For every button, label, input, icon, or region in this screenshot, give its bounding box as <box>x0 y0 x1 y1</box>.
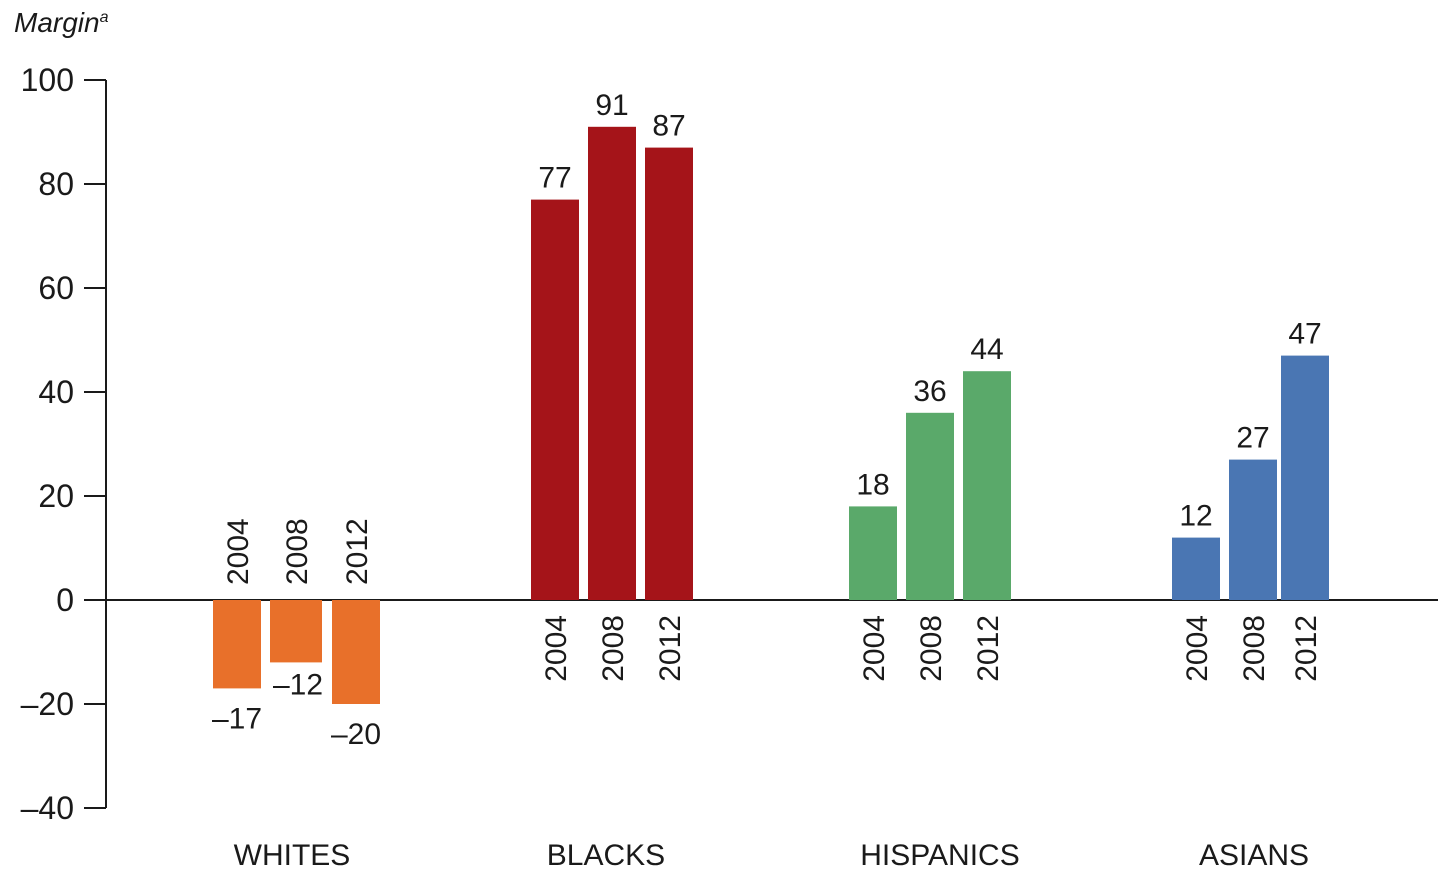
category-label: HISPANICS <box>860 839 1019 870</box>
category-label: ASIANS <box>1199 839 1309 870</box>
year-label: 2012 <box>341 518 374 585</box>
data-label: 18 <box>856 468 889 501</box>
y-tick-label: 20 <box>38 478 74 514</box>
bar-whites-2012 <box>332 600 380 704</box>
year-label: 2012 <box>654 615 687 682</box>
bar-blacks-2004 <box>531 199 579 600</box>
year-label: 2012 <box>1290 615 1323 682</box>
data-label: 44 <box>970 333 1003 366</box>
data-label: –20 <box>331 718 381 751</box>
y-tick-label: 40 <box>38 374 74 410</box>
year-label: 2004 <box>1181 615 1214 682</box>
bar-hispanics-2004 <box>849 506 897 600</box>
bar-blacks-2012 <box>645 147 693 600</box>
data-label: 36 <box>913 375 946 408</box>
bar-whites-2004 <box>213 600 261 689</box>
year-label: 2004 <box>222 518 255 585</box>
data-label: 91 <box>595 89 628 122</box>
category-label: BLACKS <box>547 839 665 870</box>
bar-asians-2008 <box>1229 459 1277 600</box>
category-label: WHITES <box>234 839 351 870</box>
y-tick-label: –20 <box>21 686 74 722</box>
data-label: 87 <box>652 110 685 143</box>
bar-asians-2012 <box>1281 355 1329 600</box>
bars <box>213 126 1329 704</box>
data-label: –12 <box>273 668 323 701</box>
y-tick-label: 80 <box>38 166 74 202</box>
bar-asians-2004 <box>1172 537 1220 600</box>
axes: 100 80 60 40 20 0 –20 –40 <box>21 62 1438 826</box>
year-label: 2012 <box>972 615 1005 682</box>
data-label: –17 <box>212 702 262 735</box>
bar-blacks-2008 <box>588 126 636 601</box>
labels: –17 2004 –12 2008 –20 2012 WHITES 77 2004 91 2008 8… <box>212 89 1323 872</box>
y-tick-label: 100 <box>21 62 74 98</box>
year-label: 2008 <box>915 615 948 682</box>
year-label: 2004 <box>540 615 573 682</box>
data-label: 27 <box>1236 422 1269 455</box>
year-label: 2008 <box>281 518 314 585</box>
y-axis-title: Margina <box>14 7 109 38</box>
data-label: 47 <box>1288 318 1321 351</box>
data-label: 12 <box>1179 500 1212 533</box>
data-label: 77 <box>538 162 571 195</box>
bar-hispanics-2008 <box>906 412 954 600</box>
year-label: 2008 <box>1238 615 1271 682</box>
year-label: 2008 <box>597 615 630 682</box>
y-tick-label: 0 <box>56 582 74 618</box>
bar-hispanics-2012 <box>963 371 1011 600</box>
y-tick-label: 60 <box>38 270 74 306</box>
year-label: 2004 <box>858 615 891 682</box>
y-tick-label: –40 <box>21 790 74 826</box>
bar-whites-2008 <box>270 600 322 663</box>
